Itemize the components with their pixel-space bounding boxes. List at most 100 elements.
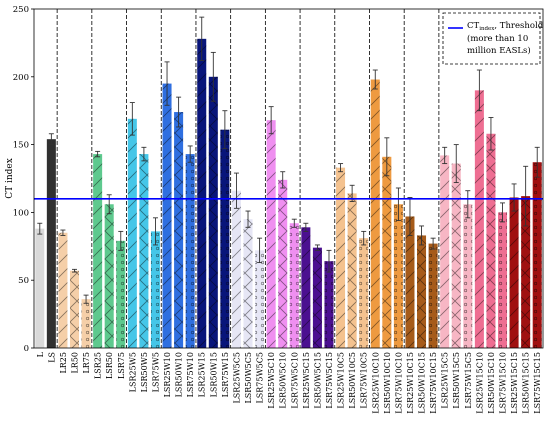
x-tick-label-LSR25W10C10: LSR25W10C10 <box>371 352 380 414</box>
bar-hatch-LSR25W10C10 <box>370 79 380 349</box>
bar-hatch-LSR50W10C10 <box>382 156 392 348</box>
legend-ct-suffix: , Threshold <box>494 21 543 31</box>
x-tick-label-LSR75W10C10: LSR75W10C10 <box>394 352 403 414</box>
x-tick-label-LR50: LR50 <box>70 352 79 374</box>
x-tick-label-LSR25W15: LSR25W15 <box>198 352 207 397</box>
x-tick-label-LSR75W15C10: LSR75W15C10 <box>499 352 508 414</box>
bar-hatch-LR50 <box>69 270 80 348</box>
group-separators <box>56 9 440 348</box>
x-tick-label-LSR75W5C10: LSR75W5C10 <box>290 352 299 409</box>
legend-ct-subscript: index <box>479 26 495 32</box>
x-tick-label-LSR75W15C15: LSR75W15C15 <box>533 352 542 414</box>
bar-hatch-LSR50W15C15 <box>521 196 531 348</box>
bar-hatch-LSR25W5 <box>127 118 137 348</box>
x-tick-label-LSR75W15C5: LSR75W15C5 <box>464 352 473 409</box>
bar-LS <box>46 139 56 348</box>
x-tick-label-LSR50W10C5: LSR50W10C5 <box>348 352 357 409</box>
x-tick-label-LSR25W15C10: LSR25W15C10 <box>475 352 484 414</box>
bar-hatch-LSR25W10C15 <box>405 216 415 348</box>
x-tick-label-LSR25W10: LSR25W10 <box>163 352 172 397</box>
x-tick-label-LSR50: LSR50 <box>105 352 114 379</box>
bar-hatch-LSR25W10C5 <box>336 167 346 348</box>
x-tick-label-LSR25W10C5: LSR25W10C5 <box>337 352 346 409</box>
x-tick-label-LR25: LR25 <box>59 352 68 374</box>
x-tick-label-LSR50W5C10: LSR50W5C10 <box>279 352 288 409</box>
bar-hatch-LSR75W15 <box>220 129 230 348</box>
bar-hatch-LSR75W10C15 <box>428 243 438 348</box>
x-tick-label-LSR25W5C10: LSR25W5C10 <box>267 352 276 409</box>
bar-hatch-LSR25W15C10 <box>474 90 484 349</box>
bar-hatch-LSR50W15C10 <box>486 133 496 348</box>
legend-box <box>442 12 541 65</box>
bar-hatch-LSR50 <box>104 204 114 348</box>
x-tick-label-LR75: LR75 <box>82 352 91 374</box>
bar-hatch-LSR50W5 <box>139 154 149 348</box>
x-tick-label-LSR50W5C15: LSR50W5C15 <box>313 352 322 409</box>
x-tick-label-LSR75W10C5: LSR75W10C5 <box>360 352 369 409</box>
bar-hatch-LSR75W15C5 <box>463 204 473 348</box>
legend-label-line2: (more than 10 <box>467 33 528 44</box>
x-tick-label-LSR50W10C10: LSR50W10C10 <box>383 352 392 414</box>
bar-hatch-LSR75W5C5 <box>255 250 265 348</box>
x-tick-label-LSR75W10: LSR75W10 <box>186 352 195 397</box>
x-tick-label-LSR25W15C5: LSR25W15C5 <box>441 352 450 409</box>
x-tick-label-LSR75W5: LSR75W5 <box>151 352 160 392</box>
x-tick-label-LSR50W15: LSR50W15 <box>209 352 218 397</box>
x-tick-label-LSR25W5: LSR25W5 <box>128 352 137 392</box>
x-tick-label-LSR25W5C15: LSR25W5C15 <box>302 352 311 409</box>
y-tick-label-50: 50 <box>18 276 29 286</box>
x-tick-label-LSR75W5C5: LSR75W5C5 <box>256 352 265 404</box>
x-tick-label-LSR50W5C5: LSR50W5C5 <box>244 352 253 404</box>
bar-hatch-LSR75W10C5 <box>359 238 369 348</box>
bar-hatch-LSR25W15C15 <box>509 197 519 348</box>
legend-label-line3: million EASLs) <box>467 45 531 56</box>
legend-label-line1: CTindex, Threshold <box>467 21 544 32</box>
bar-hatch-LSR75W10C10 <box>393 204 403 348</box>
x-tick-label-LSR75W10C15: LSR75W10C15 <box>429 352 438 414</box>
y-tick-label-250: 250 <box>13 5 29 15</box>
x-tick-label-LSR25W15C15: LSR25W15C15 <box>510 352 519 414</box>
y-tick-label-150: 150 <box>13 141 29 151</box>
bar-hatch-LSR50W5C10 <box>278 179 288 348</box>
bar-hatch-LSR75W5 <box>150 231 160 348</box>
x-tick-label-L: L <box>36 351 45 357</box>
bar-hatch-LSR50W5C5 <box>243 219 253 348</box>
x-tick-label-LSR50W15C15: LSR50W15C15 <box>522 352 531 414</box>
x-tick-label-LSR50W10C15: LSR50W10C15 <box>418 352 427 414</box>
bar-hatch-LSR25W5C15 <box>301 227 311 348</box>
bar-hatch-LSR25W15C5 <box>440 155 450 348</box>
x-tick-label-LSR50W15C5: LSR50W15C5 <box>452 352 461 409</box>
x-tick-label-LSR75W5C15: LSR75W5C15 <box>325 352 334 409</box>
bar-hatch-LSR75W10 <box>185 154 195 348</box>
y-tick-label-0: 0 <box>24 344 29 354</box>
bar-hatch-LSR25W10 <box>162 83 172 348</box>
bar-hatch-LSR50W10 <box>174 112 184 348</box>
bar-hatch-LSR25W15 <box>197 38 207 348</box>
x-tick-label-LSR25W10C15: LSR25W10C15 <box>406 352 415 414</box>
bar-hatch-LSR50W10C5 <box>347 193 357 348</box>
x-tick-label-LSR75: LSR75 <box>117 352 126 379</box>
bar-hatch-LR75 <box>81 299 91 348</box>
y-tick-label-200: 200 <box>13 73 29 83</box>
x-tick-label-LSR50W15C10: LSR50W15C10 <box>487 352 496 414</box>
bar-hatch-LSR25W5C5 <box>231 190 241 348</box>
bar-hatch-LSR75W15C15 <box>532 162 542 348</box>
x-tick-label-LSR25: LSR25 <box>94 352 103 379</box>
x-tick-label-LSR50W5: LSR50W5 <box>140 352 149 392</box>
bar-hatch-LSR75 <box>116 240 126 348</box>
bar-hatch-LSR25W5C10 <box>266 120 276 348</box>
bar-hatch-LSR75W15C10 <box>497 212 508 348</box>
y-tick-label-100: 100 <box>13 208 29 218</box>
bar-hatch-LSR50W10C15 <box>417 235 427 348</box>
x-tick-label-LSR50W10: LSR50W10 <box>175 352 184 397</box>
plot-frame <box>33 8 544 349</box>
bar-hatch-LSR50W15C5 <box>451 163 461 348</box>
x-tick-label-LSR75W15: LSR75W15 <box>221 352 230 397</box>
x-tick-label-LSR25W5C5: LSR25W5C5 <box>232 352 241 404</box>
bar-hatch-LSR50W5C15 <box>312 247 322 348</box>
legend-ct-prefix: CT <box>467 21 480 31</box>
bars <box>35 38 542 349</box>
bar-hatch-LSR75W5C15 <box>324 261 334 348</box>
bar-hatch-LSR75W5C10 <box>289 223 299 348</box>
